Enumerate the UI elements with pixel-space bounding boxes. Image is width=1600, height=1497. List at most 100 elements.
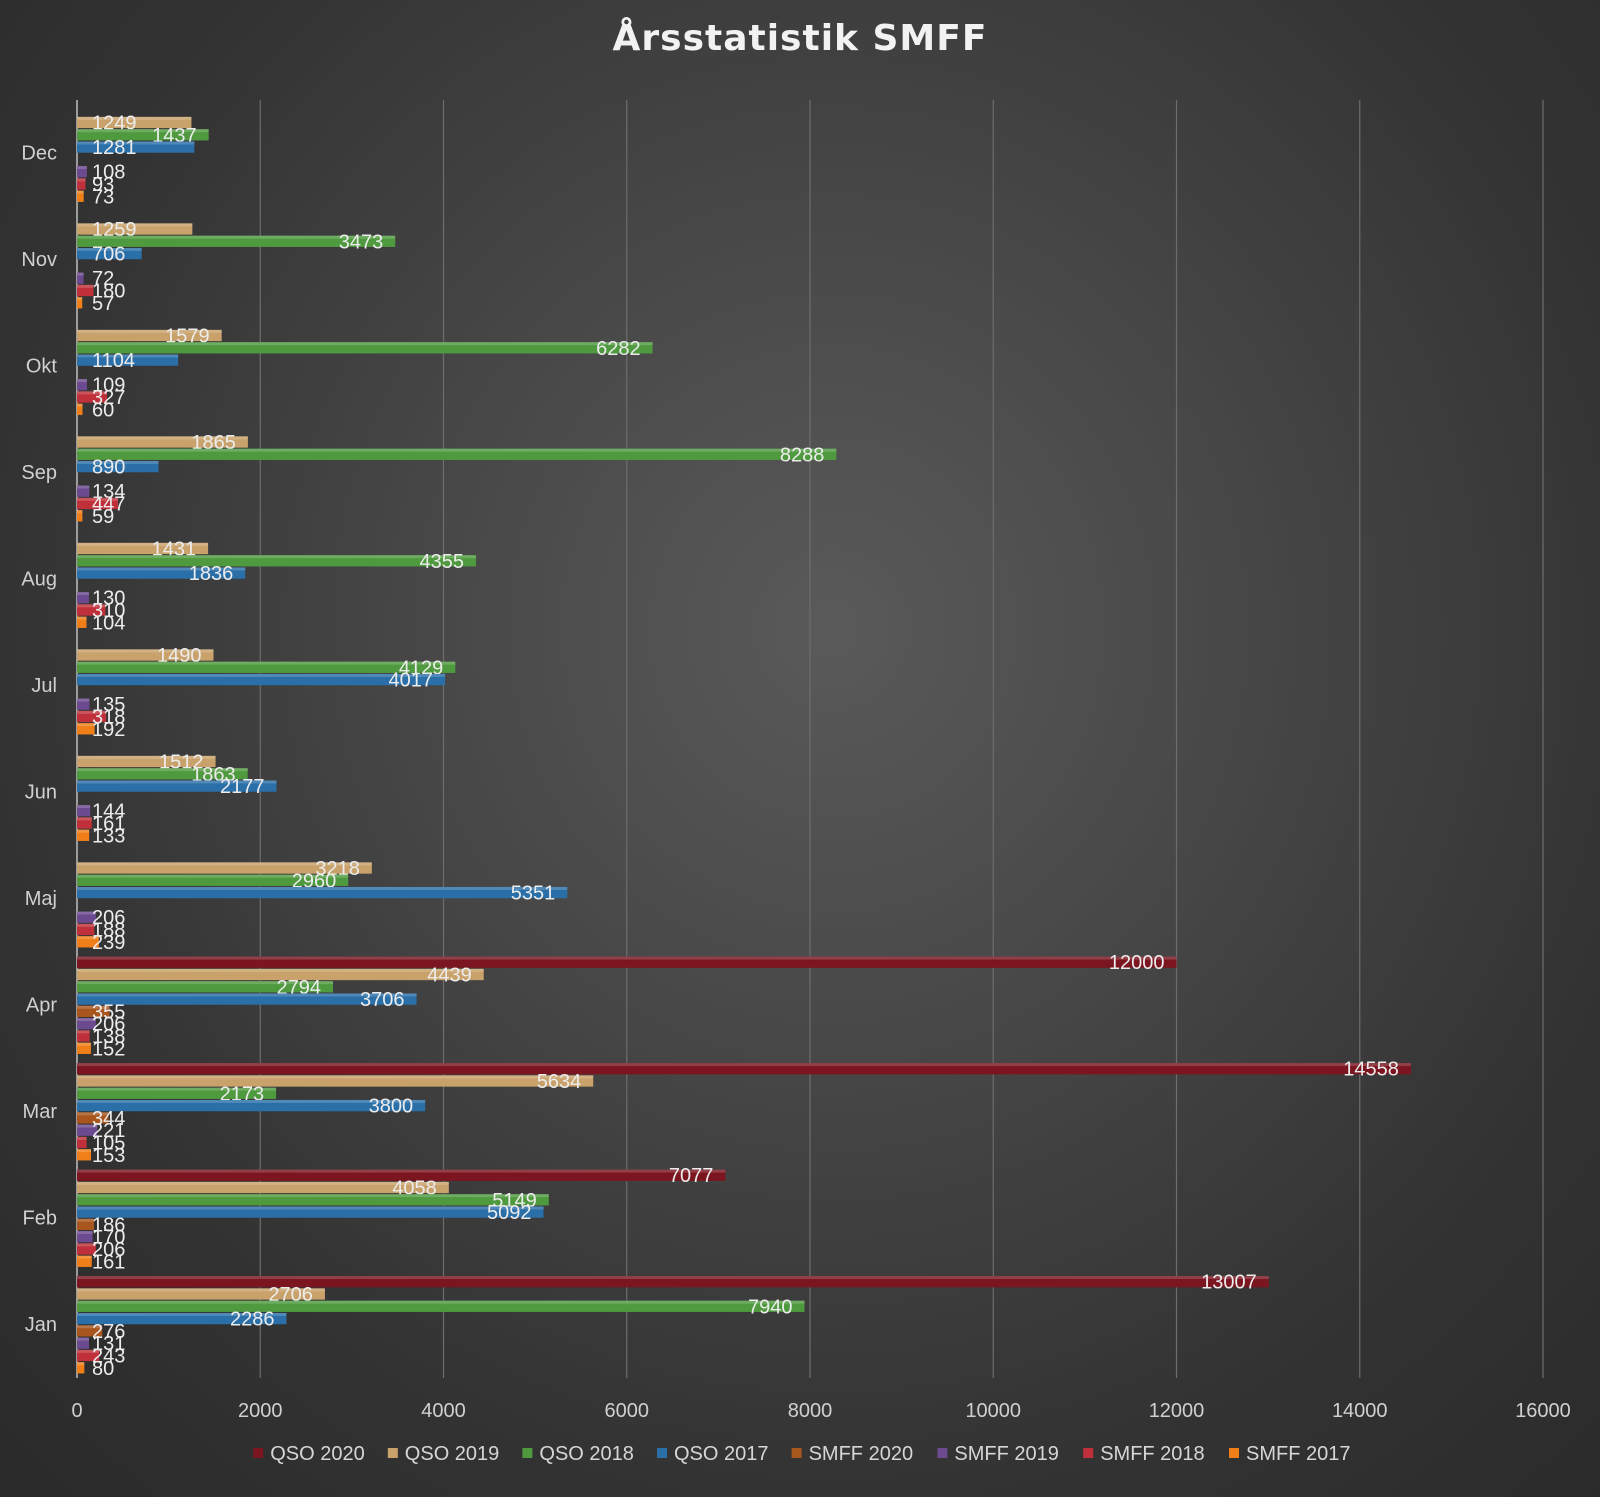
data-label: 1431 <box>152 539 197 561</box>
legend-swatch-qso-2017 <box>657 1448 667 1458</box>
data-label: 109 <box>92 375 125 397</box>
data-label: 138 <box>92 1026 125 1048</box>
data-label: 1249 <box>92 113 137 135</box>
legend-label: QSO 2020 <box>270 1443 365 1465</box>
y-category-label: Jul <box>31 675 57 697</box>
bar-qso-2018 <box>77 874 349 886</box>
bar-smff-2017 <box>77 403 83 415</box>
bar-smff-2019-highlight <box>77 698 90 702</box>
legend-label: SMFF 2018 <box>1100 1443 1204 1465</box>
bar-smff-2017-highlight <box>77 616 87 620</box>
bar-smff-2017 <box>77 1042 91 1054</box>
bar-qso-2017-highlight <box>77 1312 287 1316</box>
bar-qso-2019 <box>77 223 193 235</box>
legend-label: QSO 2017 <box>674 1443 769 1465</box>
bar-qso-2017 <box>77 247 142 260</box>
bar-qso-2019 <box>77 1181 449 1194</box>
data-label: 131 <box>92 1333 125 1355</box>
data-label: 1512 <box>159 752 204 774</box>
bar-smff-2019 <box>77 166 87 178</box>
bar-smff-2017-highlight <box>77 1255 92 1259</box>
data-label: 134 <box>92 481 125 503</box>
bar-qso-2017 <box>77 780 277 792</box>
bar-smff-2017 <box>77 1149 92 1161</box>
y-category-label: Sep <box>21 462 57 484</box>
bar-qso-2017-highlight <box>77 780 277 784</box>
x-tick-label: 2000 <box>238 1400 283 1422</box>
bar-qso-2017-highlight <box>77 673 446 677</box>
bar-smff-2017 <box>77 829 90 841</box>
y-category-label: Nov <box>21 249 57 271</box>
data-label: 2177 <box>220 776 265 798</box>
bar-smff-2018-highlight <box>77 284 94 288</box>
bar-smff-2019-highlight <box>77 485 90 489</box>
bar-qso-2019 <box>77 116 192 129</box>
bar-smff-2017 <box>77 1362 85 1374</box>
bar-qso-2017 <box>77 1206 544 1218</box>
bar-qso-2017-highlight <box>77 993 417 997</box>
legend-swatch-smff-2017 <box>1229 1448 1239 1458</box>
data-label: 239 <box>92 932 125 954</box>
data-label: 4058 <box>392 1178 437 1200</box>
bar-smff-2017 <box>77 723 95 735</box>
y-category-label: Jan <box>25 1314 57 1336</box>
bar-qso-2019-highlight <box>77 1288 325 1292</box>
bar-qso-2017-highlight <box>77 567 246 571</box>
bar-smff-2019 <box>77 272 84 284</box>
x-tick-label: 4000 <box>421 1400 466 1422</box>
bar-smff-2017-highlight <box>77 1042 91 1046</box>
bar-qso-2017 <box>77 460 159 473</box>
bar-smff-2018-highlight <box>77 1136 87 1140</box>
bar-qso-2019-highlight <box>77 223 193 227</box>
bar-smff-2020-highlight <box>77 1218 95 1222</box>
bar-qso-2020 <box>77 956 1177 968</box>
bar-qso-2019 <box>77 329 222 342</box>
data-label: 355 <box>92 1001 125 1023</box>
bar-qso-2020 <box>77 1276 1269 1288</box>
data-label: 2794 <box>277 977 322 999</box>
bar-smff-2019-highlight <box>77 379 87 383</box>
bar-smff-2018 <box>77 710 107 723</box>
data-label: 72 <box>92 268 114 290</box>
bar-smff-2018-highlight <box>77 1030 90 1034</box>
data-label: 13007 <box>1201 1272 1257 1294</box>
bar-qso-2018 <box>77 342 653 354</box>
bar-smff-2018-highlight <box>77 923 95 927</box>
y-category-label: Apr <box>26 994 57 1016</box>
bar-smff-2019 <box>77 911 96 923</box>
bar-smff-2017 <box>77 190 84 202</box>
y-category-label: Jun <box>25 781 57 803</box>
y-category-label: Dec <box>21 142 57 164</box>
data-label: 2286 <box>230 1309 275 1331</box>
bar-qso-2018 <box>77 1194 549 1206</box>
data-label: 170 <box>92 1227 125 1249</box>
bar-qso-2017 <box>77 567 246 579</box>
bar-qso-2019-highlight <box>77 542 209 546</box>
data-label: 152 <box>92 1038 125 1060</box>
bar-qso-2020-highlight <box>77 1063 1411 1067</box>
bar-qso-2020-highlight <box>77 1276 1269 1280</box>
bar-qso-2018-highlight <box>77 768 248 772</box>
bar-smff-2017-highlight <box>77 190 84 194</box>
bar-smff-2018 <box>77 817 92 829</box>
data-label: 206 <box>92 1014 125 1036</box>
bar-smff-2017 <box>77 616 87 628</box>
legend-swatch-qso-2020 <box>253 1448 264 1458</box>
data-label: 161 <box>92 1251 125 1273</box>
bar-qso-2019 <box>77 542 209 555</box>
data-label: 144 <box>92 801 125 823</box>
data-label: 80 <box>92 1358 114 1380</box>
bar-qso-2019-highlight <box>77 116 192 120</box>
data-label: 206 <box>92 1239 125 1261</box>
y-category-label: Okt <box>26 355 58 377</box>
data-label: 318 <box>92 707 125 729</box>
bar-smff-2020-highlight <box>77 1112 109 1116</box>
data-label: 14558 <box>1343 1059 1399 1081</box>
bar-smff-2018 <box>77 923 95 936</box>
data-label: 1281 <box>92 137 137 159</box>
bar-smff-2018 <box>77 1243 96 1255</box>
bar-qso-2018 <box>77 235 396 247</box>
data-label: 243 <box>92 1346 125 1368</box>
bar-qso-2019 <box>77 436 248 448</box>
bar-qso-2018-highlight <box>77 1300 805 1304</box>
